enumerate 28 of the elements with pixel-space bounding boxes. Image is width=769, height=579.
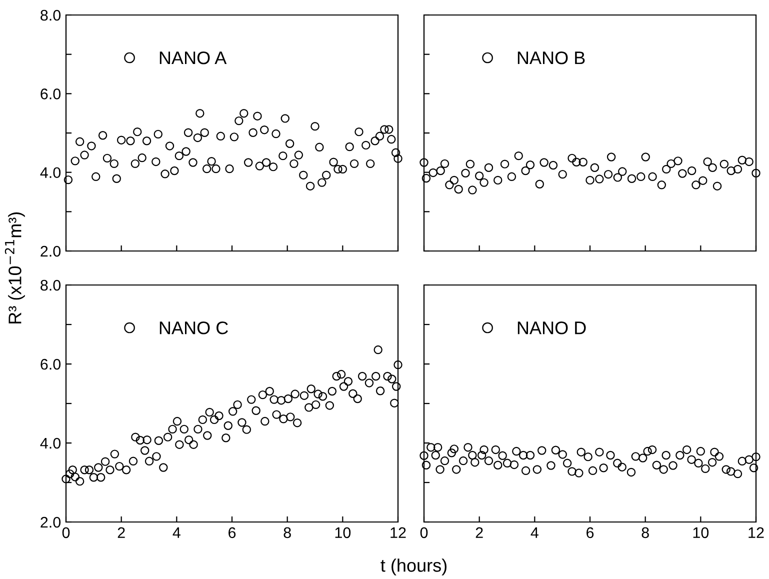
y-axis-title: R³ (x10$^{−21}$m³): [4, 212, 25, 324]
legend-label: NANO C: [160, 321, 228, 334]
x-tick-label: 6: [228, 527, 236, 538]
x-tick-label: 8: [642, 527, 649, 538]
y-tick-label: 6.0: [40, 358, 61, 370]
legend-label: NANO B: [518, 51, 585, 64]
x-tick-label: 4: [530, 527, 538, 538]
x-tick-label: 6: [586, 527, 594, 538]
x-tick-label: 2: [476, 527, 483, 538]
y-tick-label: 6.0: [40, 88, 61, 100]
x-axis-title: t (hours): [380, 558, 446, 576]
y-tick-label: 4.0: [40, 167, 61, 178]
legend-label: NANO D: [518, 321, 586, 334]
y-tick-label: 8.0: [40, 10, 61, 21]
x-tick-label: 10: [335, 527, 351, 538]
x-tick-label: 0: [420, 527, 428, 538]
x-tick-label: 12: [390, 527, 406, 538]
x-tick-label: 10: [693, 527, 709, 538]
y-tick-label: 4.0: [40, 438, 61, 449]
x-tick-label: 8: [284, 527, 291, 538]
x-tick-label: 4: [172, 527, 180, 538]
y-tick-label: 2.0: [40, 516, 61, 528]
x-tick-label: 0: [62, 527, 70, 538]
x-tick-label: 2: [118, 527, 125, 538]
y-tick-label: 8.0: [40, 280, 61, 291]
x-tick-label: 12: [748, 527, 764, 538]
y-tick-label: 2.0: [40, 246, 61, 257]
legend-label: NANO A: [160, 51, 227, 64]
